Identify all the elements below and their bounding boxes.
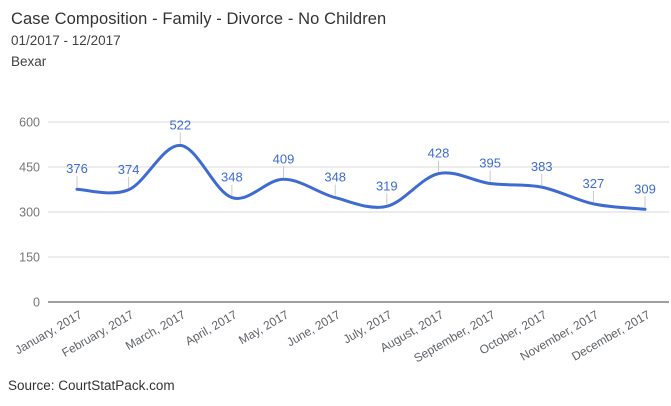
data-point-label: 376 [66, 161, 88, 176]
source-text: Source: CourtStatPack.com [8, 378, 175, 393]
x-axis-tick-label: April, 2017 [183, 307, 240, 348]
y-axis-tick-label: 0 [33, 296, 40, 310]
chart-date-range: 01/2017 - 12/2017 [11, 33, 121, 48]
x-axis-tick-label: May, 2017 [236, 307, 291, 347]
series-line [75, 143, 647, 211]
x-axis-tick-label: June, 2017 [284, 307, 343, 349]
data-point-label: 522 [169, 117, 191, 132]
data-point-label: 319 [376, 178, 398, 193]
y-axis-tick-label: 600 [19, 116, 40, 130]
y-axis-tick-label: 300 [19, 206, 40, 220]
y-axis-tick-label: 450 [19, 161, 40, 175]
data-point-label: 348 [221, 170, 243, 185]
data-point-label: 395 [479, 156, 501, 171]
chart-header: Case Composition - Family - Divorce - No… [11, 10, 386, 69]
chart-title: Case Composition - Family - Divorce - No… [11, 10, 387, 28]
data-point-label: 374 [118, 162, 140, 177]
data-point-label: 428 [428, 146, 450, 161]
data-point-label: 409 [273, 151, 295, 166]
data-point-label: 348 [324, 170, 346, 185]
y-axis-tick-label: 150 [19, 251, 40, 265]
data-point-label: 383 [531, 159, 553, 174]
chart-region: Bexar [11, 54, 47, 69]
data-point-label: 327 [583, 176, 605, 191]
data-point-label: 309 [634, 181, 656, 196]
